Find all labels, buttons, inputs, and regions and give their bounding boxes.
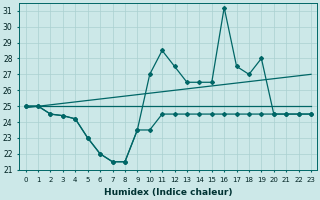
X-axis label: Humidex (Indice chaleur): Humidex (Indice chaleur) [104, 188, 233, 197]
